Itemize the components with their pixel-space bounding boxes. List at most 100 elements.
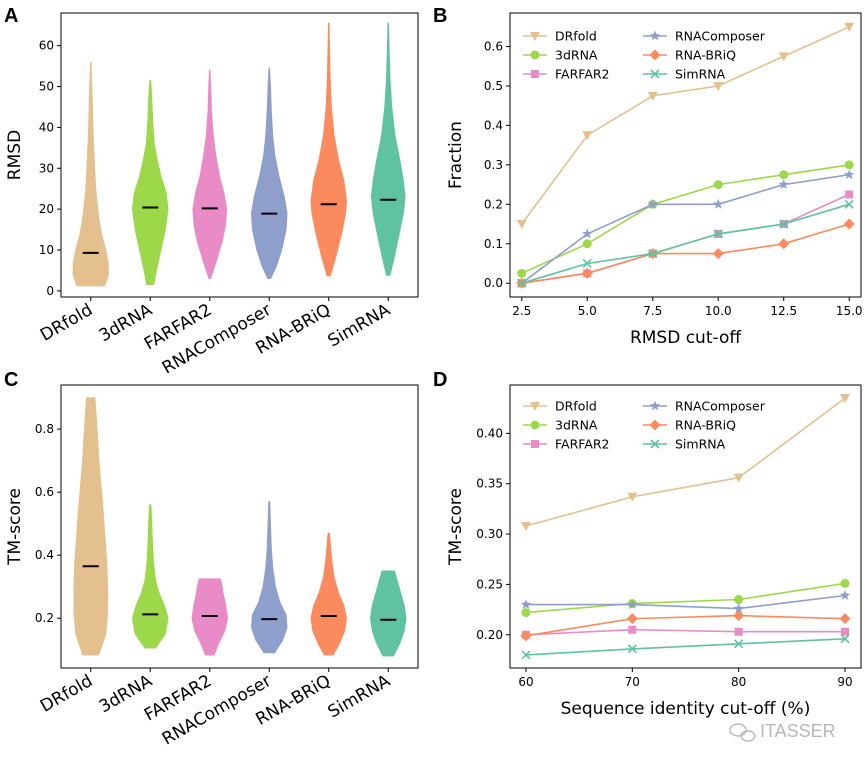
y-axis-title: TM-score [5, 488, 25, 566]
data-point-rna-briq [839, 613, 851, 625]
panel-letter-d: D [433, 369, 447, 391]
y-tick-label: 0.20 [476, 628, 503, 642]
legend-marker-rna-briq [649, 419, 661, 431]
y-tick-label: 60 [39, 39, 54, 53]
violin-rna-briq [310, 532, 348, 656]
data-point-3drna [713, 180, 723, 190]
x-category-label: DRfold [37, 671, 96, 717]
data-point-drfold [516, 220, 527, 230]
data-point-simrna [521, 650, 531, 660]
data-point-simrna [779, 219, 789, 229]
data-point-rnacomposer [520, 599, 532, 609]
y-tick-label: 0.40 [476, 426, 503, 440]
legend-marker-farfar2 [531, 440, 539, 448]
y-tick-label: 0.0 [484, 276, 503, 290]
violin-farfar2 [192, 69, 228, 279]
data-point-drfold [713, 81, 724, 91]
y-tick-label: 50 [39, 80, 54, 94]
legend-marker-rnacomposer [649, 30, 661, 41]
legend-marker-drfold [530, 32, 540, 41]
violin-3drna [131, 80, 169, 286]
legend-label-rnacomposer: RNAComposer [675, 399, 766, 414]
data-point-rna-briq [520, 630, 532, 642]
data-point-rnacomposer [582, 228, 593, 239]
plot-frame [60, 12, 419, 298]
panel-d-line-chart: 60 70 80 90 0.20 0.25 0.30 0.35 0.40 DRfold 3dRNA F… [446, 384, 862, 719]
x-axis-title: RMSD cut-off [630, 328, 742, 348]
data-point-farfar2 [628, 625, 637, 634]
data-point-drfold [520, 521, 531, 531]
y-tick-label: 0.4 [35, 548, 54, 562]
data-point-rnacomposer [839, 590, 851, 600]
y-axis-title: TM-score [446, 488, 466, 566]
data-point-rnacomposer [778, 179, 789, 189]
y-tick-label: 0.1 [484, 237, 503, 251]
y-tick-label: 20 [39, 202, 54, 216]
violin-drfold [73, 397, 109, 656]
series-line-simrna [525, 638, 846, 656]
legend-marker-rnacomposer [649, 400, 661, 411]
y-tick-label: 0 [46, 284, 54, 298]
watermark: ITASSER [729, 721, 836, 742]
legend-label-farfar2: FARFAR2 [555, 437, 610, 452]
wechat-icon [729, 723, 756, 742]
y-tick-label: 0.25 [476, 577, 503, 591]
y-tick-label: 0.8 [35, 422, 54, 436]
violin-simrna [369, 570, 407, 657]
y-tick-label: 0.6 [35, 485, 54, 499]
data-point-simrna [582, 258, 592, 269]
panel-letter-b: B [433, 5, 447, 27]
data-point-simrna [648, 249, 658, 259]
series-line-simrna [521, 203, 850, 284]
series-line-3drna [525, 582, 846, 614]
series-line-rnacomposer [521, 173, 850, 284]
legend-label-rna-briq: RNA-BRiQ [675, 48, 736, 63]
data-point-rnacomposer [733, 603, 744, 613]
plot-frame [60, 384, 419, 669]
legend-label-3drna: 3dRNA [555, 48, 598, 63]
data-point-rna-briq [712, 248, 724, 260]
y-tick-label: 10 [39, 243, 54, 257]
legend-marker-simrna [650, 69, 660, 79]
y-tick-label: 0.5 [484, 79, 503, 93]
x-category-label: DRfold [37, 300, 96, 346]
series-line-rna-briq [521, 223, 850, 284]
x-tick-label: 60 [518, 675, 533, 689]
legend: DRfold 3dRNA FARFAR2 RNAComposer RNA-BRiQ Sim… [523, 29, 766, 82]
data-point-3drna [840, 578, 850, 588]
x-tick-label: 15.0 [836, 304, 863, 318]
legend-marker-simrna [650, 439, 660, 449]
data-point-3drna [582, 239, 592, 249]
x-tick-label: 7.5 [643, 304, 662, 318]
x-tick-label: 90 [837, 675, 852, 689]
x-tick-label: 80 [731, 675, 746, 689]
data-point-3drna [779, 170, 789, 180]
data-point-drfold [778, 52, 789, 62]
violin-3drna [131, 504, 169, 649]
y-tick-label: 0.2 [35, 611, 54, 625]
data-point-simrna [627, 644, 637, 654]
data-point-farfar2 [841, 627, 850, 636]
legend-label-rna-briq: RNA-BRiQ [675, 418, 736, 433]
data-point-farfar2 [845, 190, 854, 199]
plot-frame [509, 12, 862, 298]
legend-label-simrna: SimRNA [675, 67, 726, 82]
data-point-rnacomposer [627, 599, 638, 609]
y-axis-title: RMSD [5, 130, 25, 180]
watermark-text: ITASSER [760, 721, 836, 741]
data-point-rna-briq [843, 218, 855, 230]
legend-marker-farfar2 [531, 70, 539, 78]
y-tick-label: 0.4 [484, 118, 503, 132]
data-point-3drna [521, 608, 531, 618]
series-line-drfold [525, 397, 846, 527]
legend-marker-3drna [530, 420, 540, 430]
data-point-drfold [733, 473, 744, 483]
legend-label-farfar2: FARFAR2 [555, 67, 610, 82]
data-point-3drna [734, 595, 744, 605]
y-tick-label: 0.35 [476, 477, 503, 491]
violin-drfold [72, 61, 110, 287]
legend-marker-rna-briq [649, 49, 661, 61]
legend-label-drfold: DRfold [555, 29, 597, 44]
